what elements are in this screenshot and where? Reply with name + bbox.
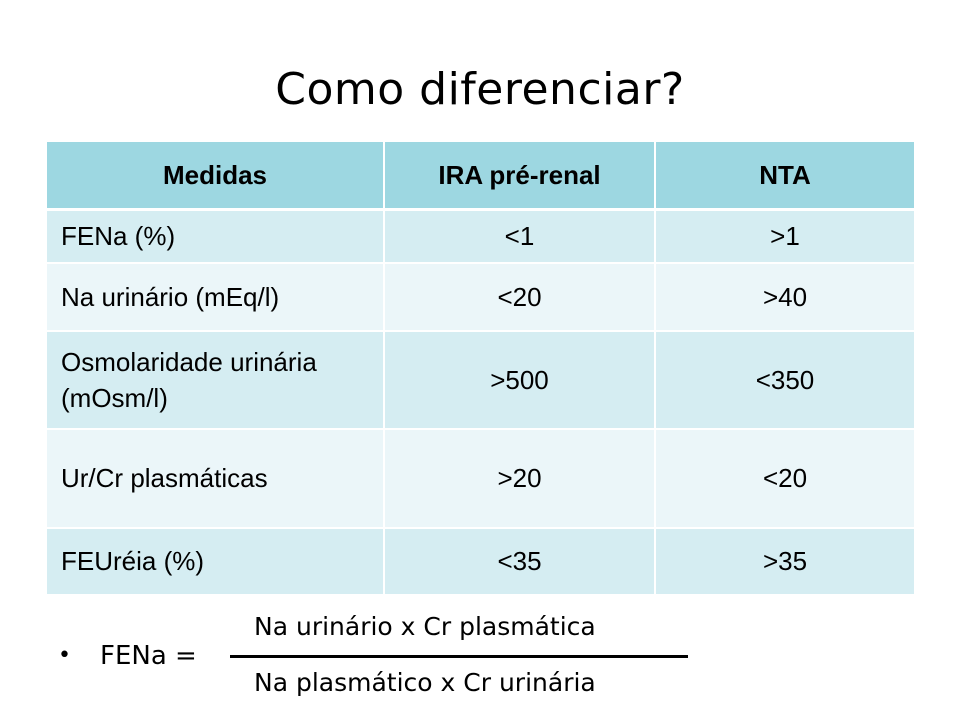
measure-cell: Osmolaridade urinária (mOsm/l)	[47, 331, 385, 430]
measure-cell: FENa (%)	[47, 209, 385, 264]
fena-formula: • FENa = Na urinário x Cr plasmática Na …	[58, 604, 718, 714]
pre-renal-cell: >20	[384, 429, 656, 529]
pre-renal-cell: <20	[384, 263, 656, 332]
formula-label: FENa =	[100, 641, 197, 671]
nta-cell: <350	[655, 331, 914, 430]
table-header-row: Medidas IRA pré-renal NTA	[47, 142, 914, 211]
header-measures: Medidas	[47, 142, 385, 211]
table-row: Ur/Cr plasmáticas >20 <20	[47, 429, 914, 529]
table-row: Osmolaridade urinária (mOsm/l) >500 <350	[47, 331, 914, 430]
nta-cell: <20	[655, 429, 914, 529]
measure-cell: Na urinário (mEq/l)	[47, 263, 385, 332]
pre-renal-cell: <35	[384, 528, 656, 596]
nta-cell: >35	[655, 528, 914, 596]
bullet-point: •	[58, 643, 71, 668]
header-pre-renal: IRA pré-renal	[384, 142, 656, 211]
nta-cell: >1	[655, 209, 914, 264]
measure-cell: FEUréia (%)	[47, 528, 385, 596]
comparison-table: Medidas IRA pré-renal NTA FENa (%) <1 >1…	[47, 142, 914, 596]
header-nta: NTA	[655, 142, 914, 211]
table-row: Na urinário (mEq/l) <20 >40	[47, 263, 914, 332]
formula-numerator: Na urinário x Cr plasmática	[254, 612, 596, 641]
pre-renal-cell: <1	[384, 209, 656, 264]
fraction-bar	[230, 655, 688, 658]
formula-denominator: Na plasmático x Cr urinária	[254, 668, 596, 697]
table-row: FENa (%) <1 >1	[47, 209, 914, 264]
table-row: FEUréia (%) <35 >35	[47, 528, 914, 596]
measure-cell: Ur/Cr plasmáticas	[47, 429, 385, 529]
nta-cell: >40	[655, 263, 914, 332]
slide-title: Como diferenciar?	[275, 64, 685, 115]
pre-renal-cell: >500	[384, 331, 656, 430]
